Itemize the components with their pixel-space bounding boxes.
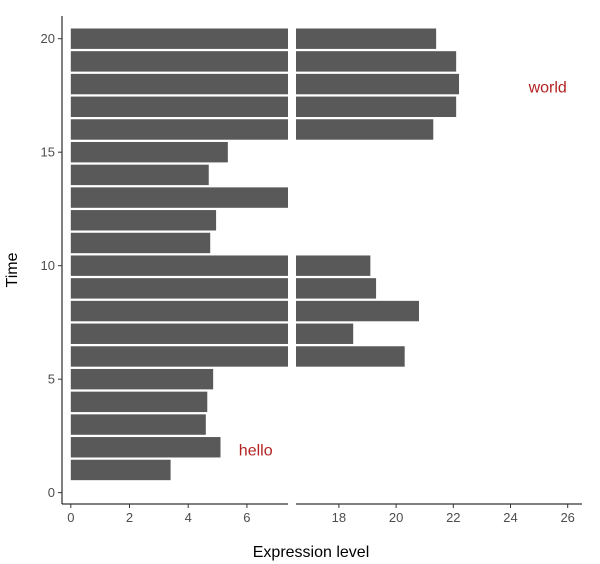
y-axis-title: Time <box>4 252 21 287</box>
bar-time-16-continued <box>296 119 434 140</box>
x-tick-label-4: 4 <box>185 510 192 525</box>
bar-time-4 <box>70 391 208 413</box>
axes-layer <box>58 16 582 508</box>
bar-time-2 <box>70 437 221 458</box>
bar-time-18 <box>70 73 288 95</box>
y-tick-label-15: 15 <box>41 145 55 160</box>
bar-time-8 <box>70 300 288 322</box>
bar-time-14 <box>70 164 209 186</box>
bar-time-7-continued <box>296 323 354 344</box>
x-tick-label-6: 6 <box>243 510 250 525</box>
y-tick-label-5: 5 <box>48 372 55 387</box>
x-tick-label-24: 24 <box>503 510 517 525</box>
bar-time-16 <box>70 119 288 140</box>
x-tick-label-18: 18 <box>332 510 346 525</box>
x-tick-label-2: 2 <box>126 510 133 525</box>
bar-time-11 <box>70 232 211 254</box>
x-tick-label-22: 22 <box>446 510 460 525</box>
bar-time-7 <box>70 323 288 344</box>
x-tick-label-26: 26 <box>560 510 574 525</box>
bar-time-13 <box>70 187 288 208</box>
bar-time-12 <box>70 210 217 231</box>
bars-layer <box>70 28 460 481</box>
annotation-hello: hello <box>239 443 273 460</box>
bar-time-19 <box>70 51 288 72</box>
bar-time-8-continued <box>296 300 419 322</box>
bar-time-3 <box>70 414 206 435</box>
bar-time-6-continued <box>296 346 405 367</box>
bar-time-6 <box>70 346 288 367</box>
x-tick-label-20: 20 <box>389 510 403 525</box>
bar-time-10 <box>70 255 288 276</box>
bar-time-18-continued <box>296 73 460 95</box>
annotation-world: world <box>528 79 567 96</box>
y-tick-label-20: 20 <box>41 31 55 46</box>
bar-time-10-continued <box>296 255 371 276</box>
bar-time-20-continued <box>296 28 437 49</box>
bar-time-17-continued <box>296 96 457 118</box>
bar-time-17 <box>70 96 288 118</box>
x-axis-title: Expression level <box>253 544 370 561</box>
bar-time-5 <box>70 368 214 390</box>
bar-time-9-continued <box>296 278 377 299</box>
y-tick-label-10: 10 <box>41 258 55 273</box>
y-tick-label-0: 0 <box>48 485 55 500</box>
bar-time-15 <box>70 141 228 163</box>
x-tick-label-0: 0 <box>67 510 74 525</box>
bar-time-1 <box>70 459 171 481</box>
bar-time-19-continued <box>296 51 457 72</box>
bar-time-9 <box>70 278 288 299</box>
bar-time-20 <box>70 28 288 49</box>
